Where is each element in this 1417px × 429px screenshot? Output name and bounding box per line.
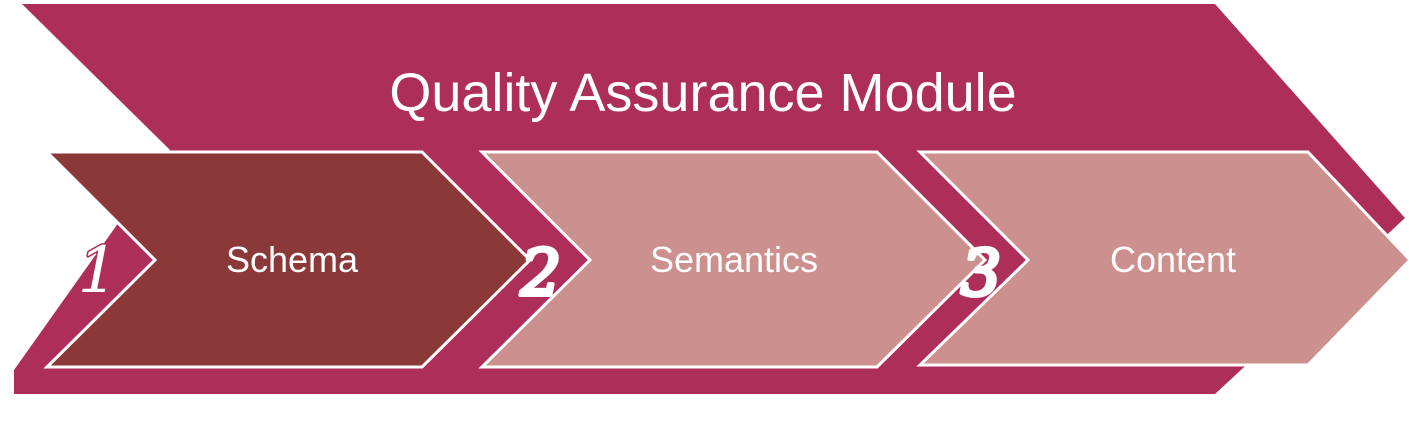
step-label-semantics: Semantics bbox=[650, 239, 818, 280]
step-chevron-semantics[interactable] bbox=[478, 150, 988, 369]
step-label-schema: Schema bbox=[226, 239, 359, 280]
step-content[interactable]: Content 3 bbox=[916, 150, 1413, 367]
step-chevron-content[interactable] bbox=[916, 150, 1413, 367]
step-semantics[interactable]: Semantics 2 bbox=[478, 150, 988, 369]
step-number-1: 1 bbox=[78, 234, 119, 308]
step-number-3: 3 bbox=[961, 237, 1002, 311]
banner-title: Quality Assurance Module bbox=[389, 63, 1016, 123]
step-schema[interactable]: Schema 1 bbox=[43, 150, 533, 369]
step-number-2: 2 bbox=[520, 237, 562, 311]
step-label-content: Content bbox=[1110, 239, 1236, 280]
step-chevron-schema[interactable] bbox=[43, 150, 533, 369]
